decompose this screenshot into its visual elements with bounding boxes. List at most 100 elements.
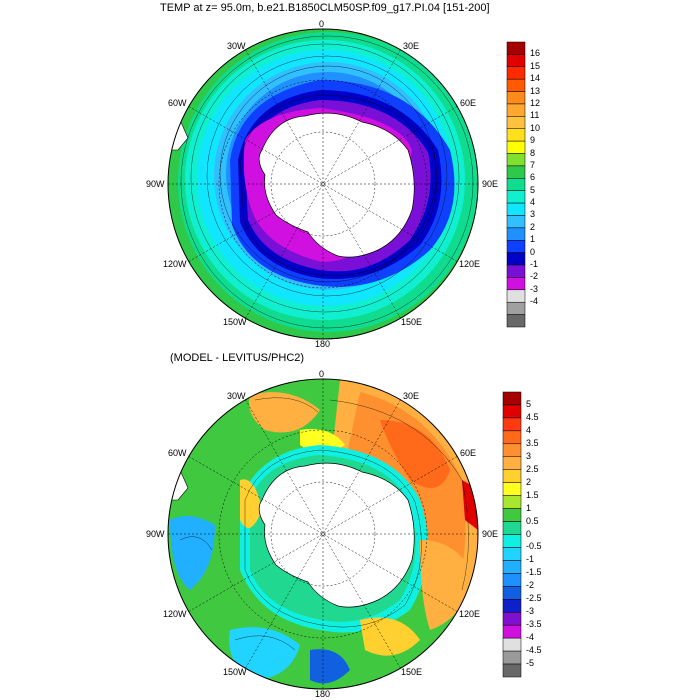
panel-1-lon-label: 180 <box>315 339 331 349</box>
colorbar-level-label: -3 <box>530 283 539 294</box>
colorbar-swatch <box>502 534 522 548</box>
panel-2-lon-label: 120W <box>163 609 187 619</box>
panel-1-lon-label: 60E <box>460 98 477 108</box>
panel-1-lon-label: 30E <box>403 41 420 51</box>
colorbar-swatch <box>506 277 526 291</box>
colorbar-level-label: -5 <box>526 658 535 669</box>
colorbar-level-label: 16 <box>530 48 541 59</box>
colorbar-swatch <box>502 611 522 626</box>
colorbar-level-label: 3 <box>530 209 536 220</box>
colorbar-swatch <box>506 264 526 278</box>
colorbar-swatch <box>506 116 526 129</box>
colorbar-swatch <box>502 430 522 445</box>
colorbar-level-label: 3 <box>526 450 532 461</box>
colorbar-level-label: -2 <box>526 580 535 591</box>
colorbar-swatch <box>506 54 526 68</box>
colorbar-swatch <box>506 140 526 154</box>
colorbar-level-label: 3.5 <box>526 437 539 448</box>
colorbar-swatch <box>506 227 526 241</box>
colorbar-level-label: 9 <box>530 135 536 146</box>
colorbar-swatch <box>506 41 526 55</box>
colorbar-level-label: 2.5 <box>526 463 539 474</box>
colorbar-swatch <box>506 301 526 315</box>
colorbar-level-label: 5 <box>526 398 532 409</box>
colorbar-swatch <box>502 443 522 458</box>
colorbar-swatch <box>506 78 526 92</box>
colorbar-swatch <box>506 252 526 266</box>
colorbar-swatch <box>502 586 522 600</box>
panel-1-lon-label: 60W <box>168 98 187 108</box>
colorbar-level-label: -4.5 <box>526 645 542 656</box>
colorbar-swatch <box>506 202 526 216</box>
panel-1-lon-label: 90W <box>146 179 165 189</box>
colorbar-swatch <box>506 314 526 328</box>
colorbar-swatch <box>506 190 526 204</box>
colorbar-level-label: -3.5 <box>526 619 542 630</box>
colorbar-level-label: -0.5 <box>526 541 542 552</box>
panel-2-lon-label: 90W <box>146 529 165 539</box>
colorbar-swatch <box>502 495 522 509</box>
colorbar-swatch <box>506 103 526 117</box>
panel-2-lon-label: 150E <box>401 667 423 677</box>
colorbar-swatch <box>502 521 522 535</box>
colorbar-level-label: 1 <box>526 502 532 513</box>
colorbar-level-label: 1 <box>530 234 536 245</box>
colorbar-level-label: 2 <box>530 221 536 232</box>
panel-1-title: TEMP at z= 95.0m, b.e21.B1850CLM50SP.f09… <box>160 2 490 14</box>
panel-1-lon-label: 120W <box>163 259 187 269</box>
colorbar-level-label: 12 <box>530 97 541 108</box>
colorbar-level-label: 0 <box>530 246 536 257</box>
panel-1-lon-label: 150W <box>223 317 247 327</box>
colorbar-level-label: -4 <box>526 632 535 643</box>
panel-2-lon-label: 30E <box>403 391 420 401</box>
colorbar-swatch <box>502 404 522 419</box>
colorbar-level-label: -2.5 <box>526 593 542 604</box>
temperature-colorbar <box>506 41 526 328</box>
colorbar-swatch <box>502 624 522 639</box>
colorbar-level-label: 8 <box>530 147 536 158</box>
colorbar-swatch <box>502 508 522 522</box>
colorbar-swatch <box>502 469 522 483</box>
colorbar-level-label: 6 <box>530 172 536 183</box>
colorbar-swatch <box>506 215 526 229</box>
panel-2-lon-label: 30W <box>227 391 246 401</box>
colorbar-level-label: 7 <box>530 159 536 170</box>
panel-2-lon-label: 90E <box>482 529 499 539</box>
colorbar-level-label: 11 <box>530 110 540 121</box>
panel-2-lon-label: 120E <box>459 609 481 619</box>
colorbar-level-label: -3 <box>526 606 535 617</box>
colorbar-level-label: 1.5 <box>526 489 539 500</box>
colorbar-level-label: 4 <box>530 197 536 208</box>
colorbar-level-label: 0.5 <box>526 515 539 526</box>
colorbar-swatch <box>506 153 526 167</box>
panel-2-lon-label: 60W <box>168 448 187 458</box>
panel-2-title: (MODEL - LEVITUS/PHC2) <box>170 352 305 364</box>
difference-polar-map <box>167 378 479 690</box>
colorbar-swatch <box>502 391 522 406</box>
colorbar-level-label: 13 <box>530 85 541 96</box>
colorbar-level-label: -1 <box>530 259 539 270</box>
panel-1-lon-label: 0 <box>319 19 325 29</box>
colorbar-level-label: 10 <box>530 122 541 133</box>
panel-2-lon-label: 0 <box>319 369 325 379</box>
panel-2-lon-label: 180 <box>315 689 331 699</box>
colorbar-level-label: 4.5 <box>526 411 539 422</box>
temperature-polar-map <box>167 28 479 340</box>
colorbar-level-label: -2 <box>530 271 539 282</box>
colorbar-swatch <box>502 637 522 652</box>
colorbar-swatch <box>506 165 526 179</box>
colorbar-swatch <box>502 482 522 496</box>
colorbar-swatch <box>506 289 526 303</box>
colorbar-level-label: 15 <box>530 60 541 71</box>
colorbar-swatch <box>502 547 522 561</box>
colorbar-level-label: 2 <box>526 476 532 487</box>
panel-2-lon-label: 60E <box>460 448 477 458</box>
colorbar-level-label: -1.5 <box>526 567 542 578</box>
colorbar-level-label: -1 <box>526 554 535 565</box>
colorbar-swatch <box>506 128 526 142</box>
colorbar-level-label: 4 <box>526 424 532 435</box>
colorbar-swatch <box>506 91 526 105</box>
panel-1-lon-label: 120E <box>459 259 481 269</box>
colorbar-level-label: 0 <box>526 528 532 539</box>
